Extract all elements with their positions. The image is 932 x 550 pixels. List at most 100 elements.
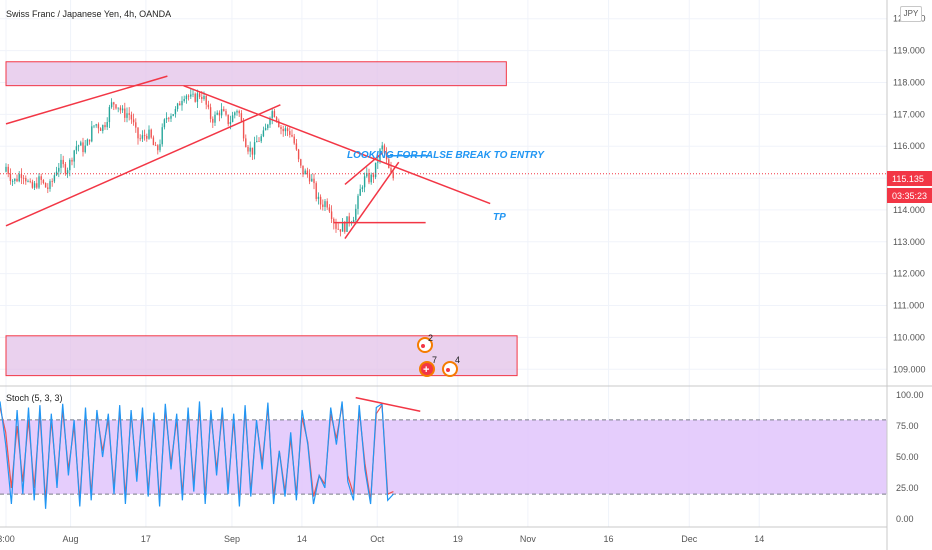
candle-body [333, 218, 335, 224]
candle-body [328, 207, 331, 212]
candle-body [225, 111, 227, 115]
annotation-tp[interactable]: TP [493, 212, 506, 223]
currency-button[interactable]: JPY [900, 6, 922, 22]
candle-body [139, 138, 141, 140]
candle-body [130, 114, 133, 120]
candle-body [249, 147, 251, 152]
stoch-tick-label: 25.00 [896, 483, 919, 493]
candle-body [205, 95, 207, 105]
candle-body [25, 178, 27, 182]
candle-body [260, 136, 262, 142]
candle-body [7, 166, 9, 174]
candle-body [84, 145, 86, 153]
candle-body [319, 196, 322, 205]
candle-body [69, 159, 71, 171]
trend-lines-layer [5, 75, 491, 240]
trend-line[interactable] [344, 161, 400, 240]
candle-body [330, 211, 333, 219]
candle-body [293, 136, 295, 144]
candle-body [126, 113, 128, 118]
candle-body [352, 219, 355, 223]
stoch-trend-line [355, 396, 421, 412]
candle-body [194, 93, 196, 102]
candle-body [165, 117, 168, 120]
candle-body [174, 109, 177, 115]
candle-body [86, 139, 89, 146]
candle-body [335, 223, 337, 229]
candle-body [286, 128, 289, 132]
candle-body [132, 119, 135, 123]
candle-body [119, 107, 122, 111]
candle-body [295, 143, 298, 150]
candle-body [115, 104, 117, 109]
time-axis[interactable]: 3:00 Aug 17 Sep 14 Oct 19 Nov 16 Dec 14 [0, 534, 764, 544]
candle-body [240, 113, 243, 122]
candle-body [159, 144, 161, 151]
candle-body [73, 150, 75, 162]
candle-body [203, 95, 205, 99]
candle-body [229, 122, 232, 125]
price-tick-label: 111.000 [893, 301, 924, 311]
candle-body [271, 111, 273, 119]
candle-body [374, 162, 377, 178]
supply-demand-zone[interactable] [5, 335, 518, 377]
candle-body [300, 159, 302, 166]
candle-body [36, 183, 38, 188]
candle-body [88, 139, 91, 142]
candle-body [172, 114, 174, 116]
candle-body [273, 111, 276, 118]
candle-body [77, 145, 80, 147]
candle-body [29, 181, 31, 182]
candle-body [216, 112, 218, 115]
plus-icon: + [423, 364, 429, 376]
candle-body [196, 93, 199, 102]
candle-body [16, 178, 18, 182]
last-price-value: 115.135 [892, 174, 924, 184]
candle-body [66, 170, 69, 174]
price-tick-label: 114.000 [893, 205, 925, 215]
candle-body [223, 109, 225, 112]
candle-body [220, 109, 223, 116]
candle-body [143, 135, 146, 137]
event-badge-circle[interactable] [417, 337, 433, 353]
candle-body [163, 119, 166, 128]
candle-body [154, 145, 157, 146]
trend-line[interactable] [5, 104, 281, 227]
candle-body [238, 111, 240, 114]
annotation-false-break[interactable]: LOOKING FOR FALSE BREAK TO ENTRY [347, 150, 545, 161]
trend-line[interactable] [5, 75, 168, 125]
supply-demand-zone[interactable] [5, 61, 507, 87]
candle-body [91, 126, 93, 142]
trend-line[interactable] [183, 84, 491, 205]
candle-body [370, 174, 372, 183]
candle-body [297, 149, 300, 160]
stoch-tick-label: 100.00 [896, 390, 924, 400]
candle-body [152, 137, 155, 146]
trend-line[interactable] [344, 152, 384, 186]
candle-body [306, 170, 309, 175]
time-tick-label: 3:00 [0, 534, 15, 544]
candle-body [357, 195, 359, 209]
event-badge-circle[interactable] [419, 361, 435, 377]
stoch-axis[interactable]: 100.00 75.00 50.00 25.00 0.00 [896, 390, 924, 524]
time-tick-label: Oct [370, 534, 385, 544]
candle-body [234, 112, 236, 116]
candle-body [53, 175, 56, 182]
candle-body [82, 142, 84, 153]
event-badge-circle[interactable] [442, 361, 458, 377]
candle-body [146, 135, 148, 139]
event-badge-dot [421, 344, 425, 348]
candle-body [27, 181, 29, 182]
candle-body [60, 159, 62, 168]
candle-body [359, 188, 361, 196]
candle-body [104, 125, 106, 128]
candle-body [302, 165, 304, 175]
candle-body [40, 176, 42, 180]
time-tick-label: Aug [63, 534, 79, 544]
candle-body [93, 125, 95, 127]
candle-body [209, 107, 212, 119]
candle-body [14, 178, 16, 181]
candle-body [148, 129, 150, 139]
zones-layer [5, 61, 518, 377]
